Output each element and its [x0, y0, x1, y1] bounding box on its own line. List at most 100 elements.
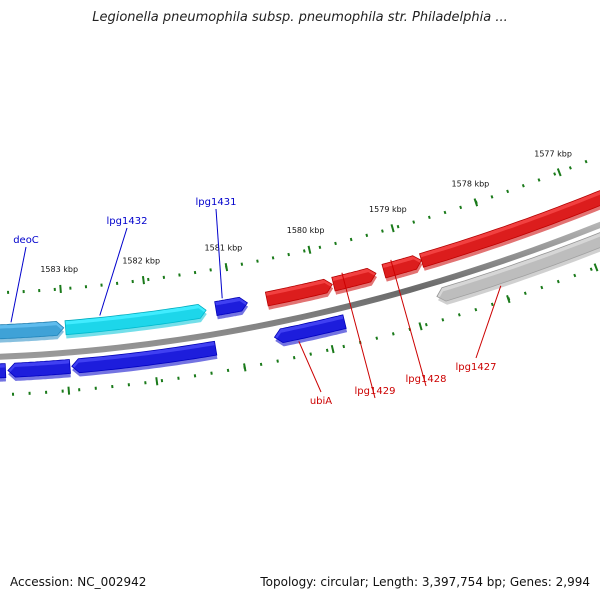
- major-tick-outer: [59, 284, 62, 294]
- major-tick-inner: [243, 363, 247, 372]
- gene-lpg1429[interactable]: [331, 267, 377, 295]
- genome-summary: Topology: circular; Length: 3,397,754 bp…: [260, 575, 590, 589]
- label-leader: [298, 341, 322, 393]
- kbp-label: 1582 kbp: [122, 256, 160, 265]
- gene-red-1[interactable]: [264, 278, 334, 310]
- minor-tick-outer: [334, 241, 337, 246]
- gene-lpg1431[interactable]: [214, 296, 249, 320]
- labels: 1583 kbp 1582 kbp 1581 kbp 1580 kbp 1579 kbp…: [10, 149, 572, 407]
- minor-tick-inner: [226, 368, 230, 373]
- minor-tick-inner: [589, 267, 593, 271]
- minor-tick-inner: [556, 279, 560, 284]
- major-tick-outer: [390, 224, 395, 233]
- tick-marks: [7, 159, 599, 396]
- minor-tick-inner: [309, 352, 313, 356]
- minor-tick-outer: [521, 183, 525, 188]
- major-tick-outer: [556, 168, 562, 177]
- minor-tick-inner: [523, 291, 527, 296]
- minor-tick-inner: [474, 307, 478, 312]
- gene-label: lpg1431: [196, 197, 237, 208]
- gene-shade: [383, 259, 423, 282]
- gene-shade: [275, 318, 348, 347]
- gene-shade: [332, 272, 377, 295]
- minor-tick-outer: [365, 233, 369, 238]
- gene-label: lpg1432: [107, 216, 148, 227]
- minor-tick-inner: [441, 318, 445, 322]
- gene-red-big[interactable]: [419, 189, 600, 271]
- minor-tick-inner: [325, 348, 329, 353]
- minor-tick-outer: [443, 210, 447, 215]
- minor-tick-inner: [391, 332, 395, 336]
- gene-lpg1432[interactable]: [64, 303, 207, 339]
- gene-rev-blue-1[interactable]: [0, 363, 7, 382]
- minor-tick-outer: [459, 205, 463, 210]
- major-tick-inner: [67, 386, 71, 395]
- minor-tick-inner: [259, 362, 263, 367]
- minor-tick-inner: [342, 344, 346, 349]
- minor-tick-outer: [349, 237, 353, 242]
- gene-ubiA[interactable]: [273, 314, 348, 347]
- major-tick-inner: [418, 322, 423, 331]
- minor-tick-outer: [553, 172, 557, 176]
- accession-label: Accession: NC_002942: [10, 575, 147, 589]
- kbp-label: 1580 kbp: [287, 226, 325, 235]
- gene-label: lpg1427: [456, 362, 497, 373]
- minor-tick-outer: [271, 256, 275, 260]
- gene-lpg1428[interactable]: [381, 255, 423, 282]
- minor-tick-outer: [209, 268, 212, 272]
- kbp-label: 1583 kbp: [40, 265, 78, 274]
- minor-tick-outer: [537, 178, 541, 182]
- gene-features[interactable]: [0, 189, 600, 382]
- gene-label: lpg1428: [406, 374, 447, 385]
- kbp-label: 1577 kbp: [534, 149, 572, 158]
- gene-shade: [0, 325, 64, 343]
- major-tick-inner: [155, 377, 159, 386]
- gene-shade: [266, 283, 334, 310]
- gene-rev-blue-2[interactable]: [7, 359, 71, 382]
- gene-shade: [65, 308, 207, 339]
- minor-tick-inner: [540, 285, 544, 290]
- minor-tick-outer: [506, 189, 510, 194]
- label-leader: [215, 208, 223, 299]
- kbp-label: 1579 kbp: [369, 205, 407, 214]
- kbp-label: 1578 kbp: [452, 179, 490, 188]
- major-tick-inner: [506, 294, 511, 304]
- label-leader: [10, 246, 27, 323]
- minor-tick-outer: [302, 249, 306, 253]
- backbone: [0, 221, 600, 360]
- gene-shade: [438, 236, 600, 305]
- major-tick-outer: [307, 245, 312, 254]
- major-tick-inner: [593, 263, 599, 272]
- major-tick-outer: [473, 198, 479, 207]
- minor-tick-outer: [396, 224, 400, 229]
- label-leader: [390, 259, 427, 387]
- minor-tick-inner: [573, 273, 577, 278]
- minor-tick-outer: [287, 252, 290, 257]
- minor-tick-outer: [490, 195, 494, 199]
- gene-label: lpg1429: [355, 386, 396, 397]
- gene-lpg1427[interactable]: [436, 223, 600, 305]
- gene-shade: [0, 367, 6, 382]
- minor-tick-outer: [256, 259, 259, 263]
- backbone-line: [0, 221, 600, 360]
- minor-tick-outer: [584, 159, 588, 164]
- label-leader: [99, 227, 128, 316]
- gene-shade: [215, 301, 249, 320]
- minor-tick-inner: [457, 313, 461, 317]
- gene-deoC[interactable]: [0, 320, 65, 343]
- minor-tick-inner: [490, 302, 494, 307]
- minor-tick-outer: [427, 215, 431, 220]
- gene-label: ubiA: [310, 396, 332, 407]
- gene-shade: [8, 363, 71, 381]
- minor-tick-outer: [381, 229, 384, 233]
- minor-tick-outer: [318, 245, 322, 249]
- major-tick-inner: [330, 344, 335, 354]
- gene-rev-blue-3[interactable]: [71, 340, 218, 377]
- minor-tick-inner: [276, 359, 279, 363]
- major-tick-outer: [224, 262, 229, 272]
- label-leader: [475, 285, 502, 359]
- gene-shade: [420, 194, 600, 271]
- gene-label: deoC: [13, 235, 39, 246]
- label-leader: [341, 272, 376, 399]
